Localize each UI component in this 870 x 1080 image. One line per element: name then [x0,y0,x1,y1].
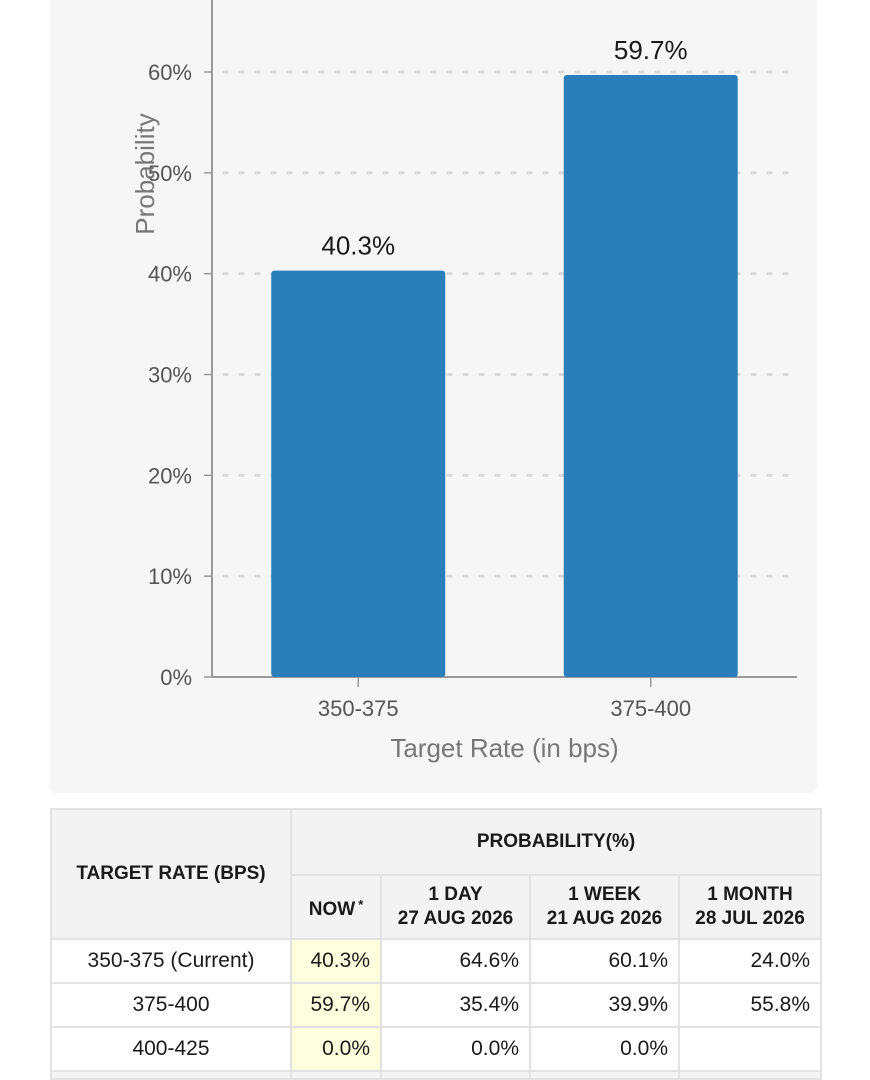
col-now-header: NOW * [290,874,382,940]
col-1week-header: 1 WEEK 21 AUG 2026 [529,874,680,940]
chart-panel: 0% 10% 20% 30% 40% 50% 60% 40.3% 350-375 59.7% 375… [50,0,817,793]
bar-data-label: 40.3% [321,231,395,261]
bar-data-label: 59.7% [614,35,688,65]
probability-header: PROBABILITY(%) [289,808,823,876]
col-1day-header: 1 DAY 27 AUG 2026 [380,874,531,940]
bar-chart: 0% 10% 20% 30% 40% 50% 60% 40.3% 350-375 59.7% 375… [130,0,799,763]
y-tick-label: 0% [160,665,192,690]
day-value: 64.6% [380,938,531,984]
now-value: 59.7% [290,982,382,1028]
now-value: 40.3% [290,938,382,984]
table-row: 400-425 0.0% 0.0% 0.0% [50,1026,823,1072]
y-axis-title: Probability [130,113,160,234]
footnote-star: * [358,896,364,912]
y-tick-label: 40% [148,262,192,287]
rate-cell: 350-375 (Current) [50,938,292,984]
table-row: 350-375 (Current) 40.3% 64.6% 60.1% 24.0… [50,938,823,984]
month-value [677,1026,823,1072]
target-rate-header: TARGET RATE (BPS) [50,808,292,940]
day-value: 35.4% [380,982,531,1028]
now-value: 0.0% [290,1026,382,1072]
week-value: 0.0% [529,1026,680,1072]
y-tick-label: 30% [148,363,192,388]
table-row [50,1070,823,1080]
col-1month-header: 1 MONTH 28 JUL 2026 [677,874,823,940]
rate-cell: 400-425 [50,1026,292,1072]
x-tick-label: 375-400 [610,696,691,721]
y-tick-label: 60% [148,60,192,85]
probability-table: TARGET RATE (BPS) PROBABILITY(%) NOW * 1 … [50,808,823,1080]
day-value: 0.0% [380,1026,531,1072]
y-tick-label: 20% [148,463,192,488]
y-tick-label: 10% [148,564,192,589]
table-row: 375-400 59.7% 35.4% 39.9% 55.8% [50,982,823,1028]
y-tick-label: 50% [148,161,192,186]
bar [563,75,738,677]
week-value: 60.1% [529,938,680,984]
x-tick-label: 350-375 [318,696,399,721]
month-value: 55.8% [677,982,823,1028]
week-value: 39.9% [529,982,680,1028]
rate-cell: 375-400 [50,982,292,1028]
x-axis-title: Target Rate (in bps) [390,733,618,763]
month-value: 24.0% [677,938,823,984]
bar [271,270,446,677]
